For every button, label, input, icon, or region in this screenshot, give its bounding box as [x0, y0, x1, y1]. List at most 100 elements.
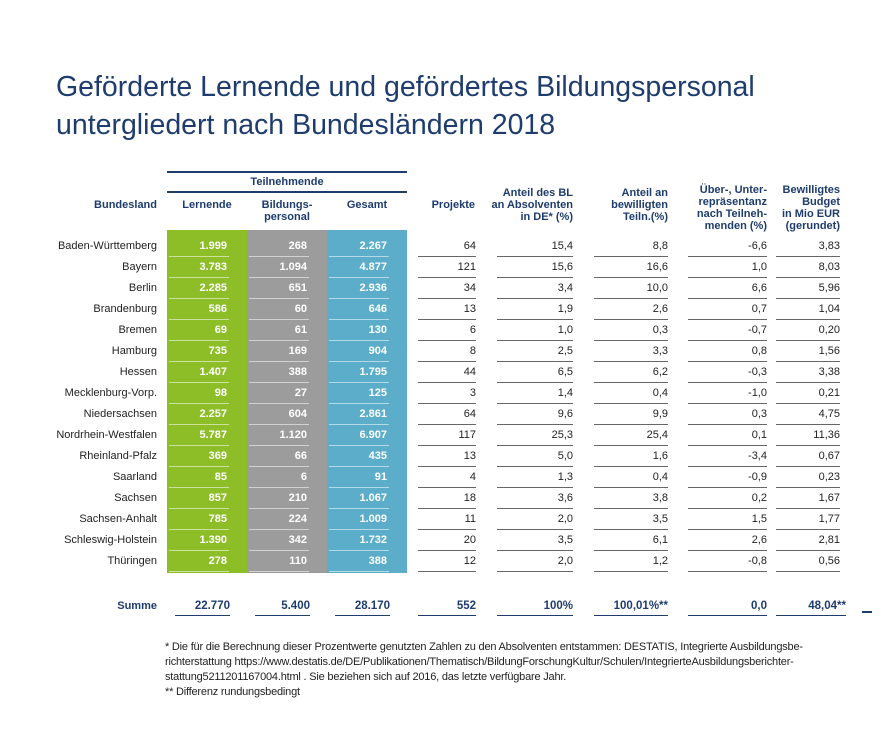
trailing-rule [862, 611, 872, 613]
cell-lernende: 1.999 [199, 240, 227, 252]
header-rule-bottom [167, 191, 407, 193]
cell-bundesland: Saarland [112, 471, 157, 483]
cell-budget: 2,81 [776, 530, 840, 551]
cell-anteil-bl: 1,4 [497, 383, 573, 404]
cell-projekte: 18 [418, 488, 476, 509]
row-separator [249, 549, 309, 551]
cell-lernende: 5.787 [199, 429, 227, 441]
cell-bundesland: Bayern [122, 261, 157, 273]
row-separator [329, 486, 389, 488]
cell-anteil-teiln: 1,6 [594, 446, 668, 467]
cell-bildungspersonal: 388 [288, 366, 307, 378]
cell-budget: 0,21 [776, 383, 840, 404]
cell-ueber-unter: -6,6 [688, 236, 767, 257]
cell-anteil-teiln: 10,0 [594, 278, 668, 299]
cell-lernende: 586 [208, 303, 227, 315]
row-separator [329, 255, 389, 257]
cell-gesamt: 2.267 [359, 240, 387, 252]
cell-bildungspersonal: 1.094 [279, 261, 307, 273]
cell-lernende: 1.407 [199, 366, 227, 378]
cell-lernende: 2.257 [199, 408, 227, 420]
cell-bildungspersonal: 224 [288, 513, 307, 525]
row-separator [249, 318, 309, 320]
cell-lernende: 785 [208, 513, 227, 525]
cell-lernende: 2.285 [199, 282, 227, 294]
cell-anteil-bl: 1,3 [497, 467, 573, 488]
row-separator [169, 402, 229, 404]
table-row: Berlin 2.285 651 2.936 34 3,4 10,0 6,6 5,96 [0, 278, 891, 299]
cell-ueber-unter: -0,3 [688, 362, 767, 383]
header-gesamt: Gesamt [346, 199, 388, 211]
cell-anteil-bl: 15,4 [497, 236, 573, 257]
cell-gesamt: 435 [368, 450, 387, 462]
cell-budget: 1,77 [776, 509, 840, 530]
footnotes: * Die für die Berechnung dieser Prozentw… [165, 640, 855, 700]
cell-bundesland: Hamburg [111, 345, 157, 357]
cell-lernende: 369 [208, 450, 227, 462]
cell-anteil-teiln: 0,4 [594, 467, 668, 488]
cell-projekte: 8 [418, 341, 476, 362]
summe-anteil-bl: 100% [497, 596, 573, 616]
cell-anteil-teiln: 3,3 [594, 341, 668, 362]
row-separator [249, 360, 309, 362]
cell-anteil-teiln: 3,8 [594, 488, 668, 509]
row-separator [249, 570, 309, 572]
cell-bundesland: Mecklenburg-Vorp. [64, 387, 157, 399]
header-bundesland: Bundesland [94, 199, 157, 211]
row-separator [329, 465, 389, 467]
lernende-column-bg [167, 230, 247, 573]
cell-bundesland: Nordrhein-Westfalen [56, 429, 157, 441]
row-separator [249, 297, 309, 299]
gesamt-column-bg [327, 230, 407, 573]
row-separator [329, 339, 389, 341]
cell-anteil-teiln: 16,6 [594, 257, 668, 278]
header-projekte: Projekte [431, 199, 475, 211]
row-separator [169, 549, 229, 551]
cell-bundesland: Baden-Württemberg [57, 240, 157, 252]
cell-gesamt: 2.936 [359, 282, 387, 294]
row-separator [249, 507, 309, 509]
cell-projekte: 3 [418, 383, 476, 404]
cell-anteil-bl: 3,5 [497, 530, 573, 551]
cell-bundesland: Brandenburg [93, 303, 157, 315]
cell-projekte: 13 [418, 446, 476, 467]
table-row: Bremen 69 61 130 6 1,0 0,3 -0,7 0,20 [0, 320, 891, 341]
cell-bildungspersonal: 6 [300, 471, 307, 483]
cell-anteil-bl: 2,5 [497, 341, 573, 362]
cell-ueber-unter: 6,6 [688, 278, 767, 299]
cell-anteil-bl: 3,6 [497, 488, 573, 509]
cell-ueber-unter: -1,0 [688, 383, 767, 404]
header-anteil-bl: Anteil des BL an Absolventen in DE* (%) [491, 187, 574, 223]
row-separator [169, 423, 229, 425]
cell-budget: 4,75 [776, 404, 840, 425]
cell-lernende: 857 [208, 492, 227, 504]
table-row: Brandenburg 586 60 646 13 1,9 2,6 0,7 1,04 [0, 299, 891, 320]
row-separator [329, 276, 389, 278]
cell-bildungspersonal: 169 [288, 345, 307, 357]
row-separator [249, 528, 309, 530]
row-separator [169, 465, 229, 467]
row-separator [249, 486, 309, 488]
cell-lernende: 735 [208, 345, 227, 357]
cell-ueber-unter: 2,6 [688, 530, 767, 551]
cell-projekte: 34 [418, 278, 476, 299]
cell-anteil-bl: 3,4 [497, 278, 573, 299]
row-separator [169, 360, 229, 362]
cell-gesamt: 1.009 [359, 513, 387, 525]
cell-lernende: 3.783 [199, 261, 227, 273]
cell-lernende: 69 [214, 324, 227, 336]
cell-budget: 1,04 [776, 299, 840, 320]
cell-bundesland: Berlin [128, 282, 157, 294]
table-row: Baden-Württemberg 1.999 268 2.267 64 15,4 8,8-… [0, 236, 891, 257]
cell-bildungspersonal: 210 [288, 492, 307, 504]
table-row: Niedersachsen 2.257 604 2.861 64 9,6 9,9 0,3 4,7… [0, 404, 891, 425]
cell-projekte: 64 [418, 236, 476, 257]
header-anteil-teiln: Anteil an bewilligten Teiln.(%) [611, 187, 668, 223]
row-separator [329, 423, 389, 425]
cell-budget: 0,67 [776, 446, 840, 467]
row-separator [169, 255, 229, 257]
cell-bildungspersonal: 1.120 [279, 429, 307, 441]
cell-projekte: 13 [418, 299, 476, 320]
cell-bundesland: Hessen [119, 366, 157, 378]
table-row: Mecklenburg-Vorp. 98 27 125 3 1,4 0,4 -1,0 0,21 [0, 383, 891, 404]
